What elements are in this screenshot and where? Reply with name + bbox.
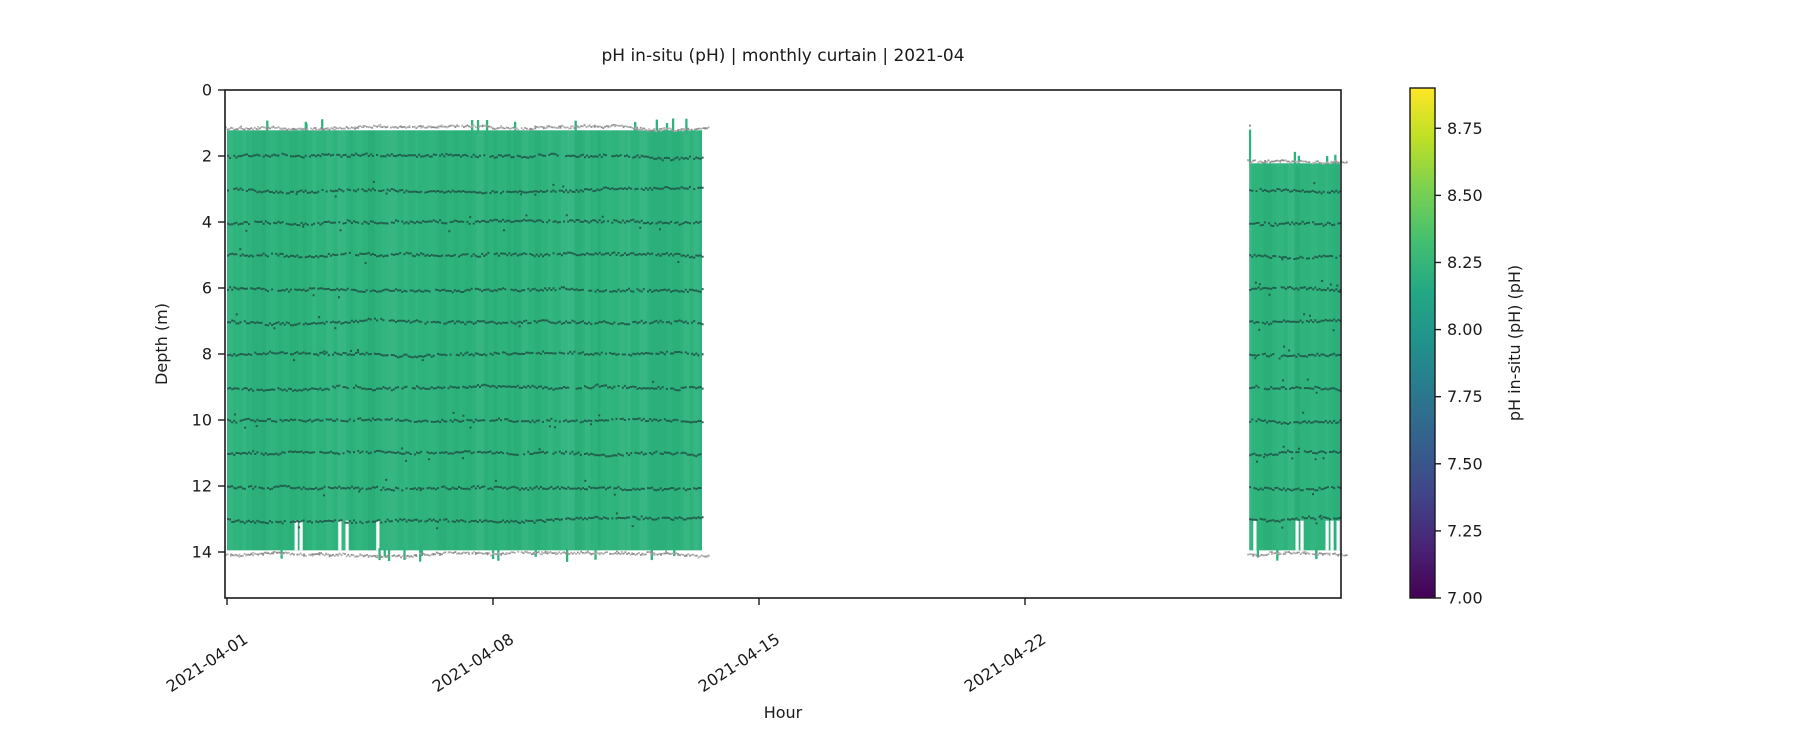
plot-frame — [224, 89, 1342, 599]
svg-text:8: 8 — [202, 345, 212, 364]
y-axis: 0 2 4 6 8 10 12 14 — [192, 81, 225, 562]
svg-text:2: 2 — [202, 147, 212, 166]
curtain-segment-0 — [225, 118, 710, 562]
svg-text:7.25: 7.25 — [1447, 521, 1483, 540]
colorbar-label: pH in-situ (pH) (pH) — [1505, 264, 1524, 422]
curtain-segment-1 — [1247, 124, 1348, 561]
svg-text:8.00: 8.00 — [1447, 320, 1483, 339]
svg-text:8.25: 8.25 — [1447, 253, 1483, 272]
x-axis-label: Hour — [763, 703, 803, 722]
svg-text:0: 0 — [202, 81, 212, 100]
svg-text:8.75: 8.75 — [1447, 119, 1483, 138]
svg-text:7.50: 7.50 — [1447, 454, 1483, 473]
x-axis: 2021-04-01 2021-04-08 2021-04-15 2021-04-22 — [163, 598, 1049, 696]
svg-text:2021-04-01: 2021-04-01 — [163, 629, 251, 696]
svg-text:12: 12 — [192, 477, 212, 496]
svg-text:2021-04-22: 2021-04-22 — [961, 629, 1049, 696]
svg-text:7.00: 7.00 — [1447, 589, 1483, 608]
svg-text:2021-04-15: 2021-04-15 — [695, 629, 783, 696]
colorbar: 8.75 8.50 8.25 8.00 7.75 7.50 7.25 7.00 — [1409, 87, 1483, 608]
svg-text:10: 10 — [192, 411, 212, 430]
svg-text:2021-04-08: 2021-04-08 — [429, 629, 517, 696]
colorbar-gradient — [1409, 87, 1436, 599]
svg-text:14: 14 — [192, 543, 212, 562]
svg-text:4: 4 — [202, 213, 212, 232]
svg-text:6: 6 — [202, 279, 212, 298]
svg-text:8.50: 8.50 — [1447, 186, 1483, 205]
y-axis-label: Depth (m) — [152, 303, 171, 385]
chart-title: pH in-situ (pH) | monthly curtain | 2021… — [601, 46, 965, 66]
svg-text:7.75: 7.75 — [1447, 387, 1483, 406]
